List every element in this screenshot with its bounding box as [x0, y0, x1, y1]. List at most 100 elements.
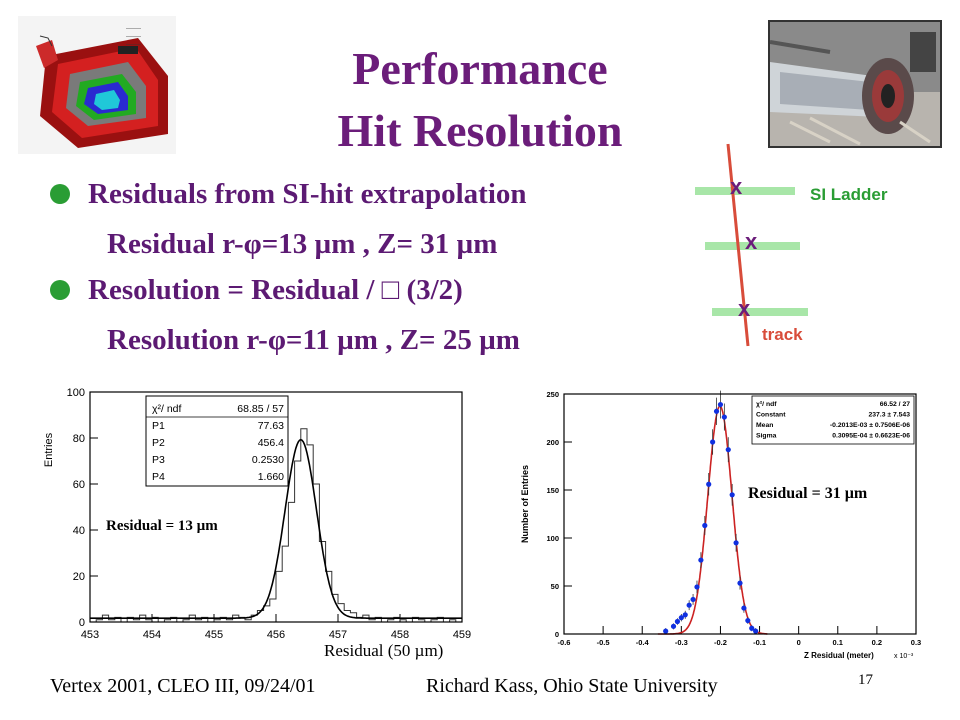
x-tick-label: -0.2: [714, 638, 727, 647]
track-line: [726, 143, 750, 347]
y-tick-label: 250: [546, 390, 559, 399]
x-tick-label: -0.6: [558, 638, 571, 647]
data-point: [686, 602, 692, 608]
data-point: [741, 605, 747, 611]
hit-mark-1: x: [730, 174, 743, 199]
y-tick-label: 200: [546, 438, 559, 447]
stats-name: P1: [152, 420, 165, 432]
data-point: [706, 481, 712, 487]
residual-rphi-histogram: 453 454 455 456 457 458 459 0 20 40 60 80 100 χ²/ nd…: [43, 387, 471, 641]
data-point: [694, 584, 700, 590]
x-tick-label: 453: [81, 629, 99, 641]
data-point: [710, 439, 716, 445]
data-point: [682, 612, 688, 618]
x-tick-label: 457: [329, 629, 347, 641]
data-point: [737, 580, 743, 586]
data-point: [702, 522, 708, 529]
ladder-track-diagram: x x x SI Ladder track: [695, 143, 888, 347]
gaussian-fit-curve: [90, 438, 462, 619]
si-ladder-label: SI Ladder: [810, 185, 888, 204]
data-point: [749, 625, 755, 631]
y-tick-label: 50: [551, 582, 559, 591]
x-tick-label: 458: [391, 629, 409, 641]
data-point: [670, 623, 677, 629]
y-tick-label: 40: [73, 525, 85, 537]
stats-name: Sigma: [756, 433, 777, 440]
y-axis-label: Number of Entries: [520, 465, 530, 543]
stats-name: Constant: [756, 412, 786, 419]
bullet-2-sub: Resolution r-φ=11 µm , Z= 25 µm: [107, 324, 520, 356]
x-tick-label: -0.4: [636, 638, 650, 647]
stats-value: -0.2013E-03 ± 0.7506E-06: [830, 422, 910, 429]
stats-value: 237.3 ± 7.543: [868, 412, 910, 419]
stats-name: χ²/ ndf: [152, 403, 182, 415]
x-tick-label: -0.3: [675, 638, 688, 647]
data-point: [753, 628, 759, 634]
stats-name: P2: [152, 437, 165, 449]
stats-box: [145, 395, 289, 487]
svg-text:———: ———: [126, 34, 141, 40]
stats-name: P3: [152, 454, 165, 466]
stats-value: 456.4: [258, 437, 284, 449]
y-tick-label: 150: [546, 486, 559, 495]
stats-value: 0.3095E-04 ± 0.6623E-06: [832, 433, 910, 440]
bullet-2-main: Resolution = Residual / □ (3/2): [88, 274, 463, 306]
x-tick-label: -0.1: [753, 638, 766, 647]
x-tick-label: -0.5: [597, 638, 610, 647]
data-point: [678, 615, 684, 621]
data-point: [690, 596, 696, 603]
hit-mark-2: x: [745, 229, 758, 254]
bullet-dot-1: [50, 184, 70, 204]
footer-author: Richard Kass, Ohio State University: [426, 675, 718, 697]
x-tick-label: 454: [143, 629, 161, 641]
stats-value: 1.660: [258, 471, 284, 483]
detector-photo: [768, 20, 942, 148]
y-tick-label: 0: [79, 617, 85, 629]
plot-frame: [563, 393, 917, 635]
x-axis-label: Z Residual (meter): [804, 651, 874, 660]
x-tick-label: 0.1: [833, 638, 843, 647]
x-tick-label: 459: [453, 629, 471, 641]
data-point: [745, 617, 751, 624]
data-point: [663, 628, 669, 634]
title-line-2: Hit Resolution: [337, 105, 623, 156]
bullet-dot-2: [50, 280, 70, 300]
footer-conference: Vertex 2001, CLEO III, 09/24/01: [50, 675, 316, 697]
stats-value: 66.52 / 27: [880, 401, 910, 408]
data-point: [717, 401, 724, 408]
data-point: [698, 557, 704, 563]
data-point: [721, 414, 727, 420]
si-ladder-bar-3: [712, 308, 808, 316]
z-annotation: Residual = 31 µm: [746, 484, 870, 504]
data-point: [729, 492, 735, 498]
title-line-1: Performance: [352, 43, 608, 94]
data-point: [674, 618, 681, 625]
y-tick-label: 20: [73, 571, 85, 583]
stats-name: P4: [152, 471, 165, 483]
data-point: [733, 540, 739, 546]
rphi-x-axis-label: Residual (50 µm): [324, 641, 444, 660]
plot-frame: [89, 391, 463, 623]
y-axis-label: Entries: [43, 432, 55, 467]
y-tick-label: 100: [546, 534, 559, 543]
y-tick-label: 100: [67, 387, 85, 399]
track-label: track: [762, 325, 803, 344]
x-tick-label: 456: [267, 629, 285, 641]
svg-text:———: ———: [126, 42, 141, 48]
y-tick-label: 60: [73, 479, 85, 491]
bullet-1-main: Residuals from SI-hit extrapolation: [88, 178, 527, 210]
stats-value: 0.2530: [252, 454, 284, 466]
bullet-1-sub: Residual r-φ=13 µm , Z= 31 µm: [107, 228, 498, 260]
z-residual-plot: -0.6 -0.5 -0.4 -0.3 -0.2 -0.1 0 0.1 0.2 0.3 0 50 100…: [520, 390, 921, 660]
stats-name: χ²/ ndf: [756, 401, 777, 408]
data-point: [713, 408, 720, 414]
rphi-annotation: Residual = 13 µm: [106, 518, 218, 535]
data-point: [725, 447, 731, 453]
stats-value: 68.85 / 57: [237, 403, 284, 415]
svg-text:———: ———: [126, 26, 141, 32]
x-scale-note: x 10⁻³: [894, 653, 914, 660]
detector-logo: ——— ——— ———: [18, 16, 176, 154]
hit-mark-3: x: [738, 296, 751, 321]
x-tick-label: 0.3: [911, 638, 921, 647]
y-tick-label: 0: [555, 630, 559, 639]
